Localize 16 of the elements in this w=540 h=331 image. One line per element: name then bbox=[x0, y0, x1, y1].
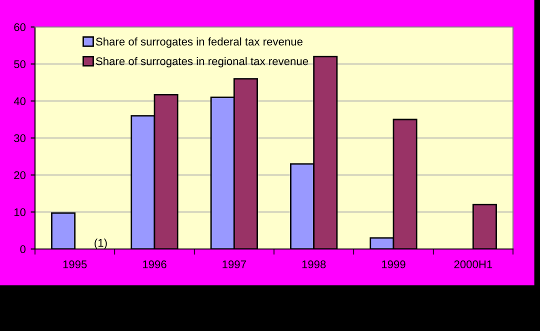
y-tick-label: 0 bbox=[20, 245, 26, 254]
y-tick-label: 20 bbox=[14, 171, 26, 180]
legend-label: Share of surrogates in federal tax revenue bbox=[96, 37, 302, 48]
x-tick-label: 1997 bbox=[222, 260, 246, 268]
x-tick-label: 2000H1 bbox=[454, 260, 492, 268]
y-tick-label: 60 bbox=[14, 23, 26, 32]
legend-label: Share of surrogates in regional tax revenue bbox=[96, 57, 308, 68]
y-tick-label: 50 bbox=[14, 60, 26, 68]
x-tick-label: 1996 bbox=[142, 260, 166, 268]
x-tick-label: 1998 bbox=[302, 260, 326, 268]
y-tick-label: 30 bbox=[14, 134, 26, 142]
y-tick-label: 10 bbox=[14, 208, 26, 216]
x-tick-label: 1995 bbox=[63, 260, 87, 268]
x-tick-label: 1999 bbox=[382, 260, 406, 268]
y-tick-label: 40 bbox=[14, 97, 26, 106]
annotation: (1) bbox=[94, 238, 107, 249]
